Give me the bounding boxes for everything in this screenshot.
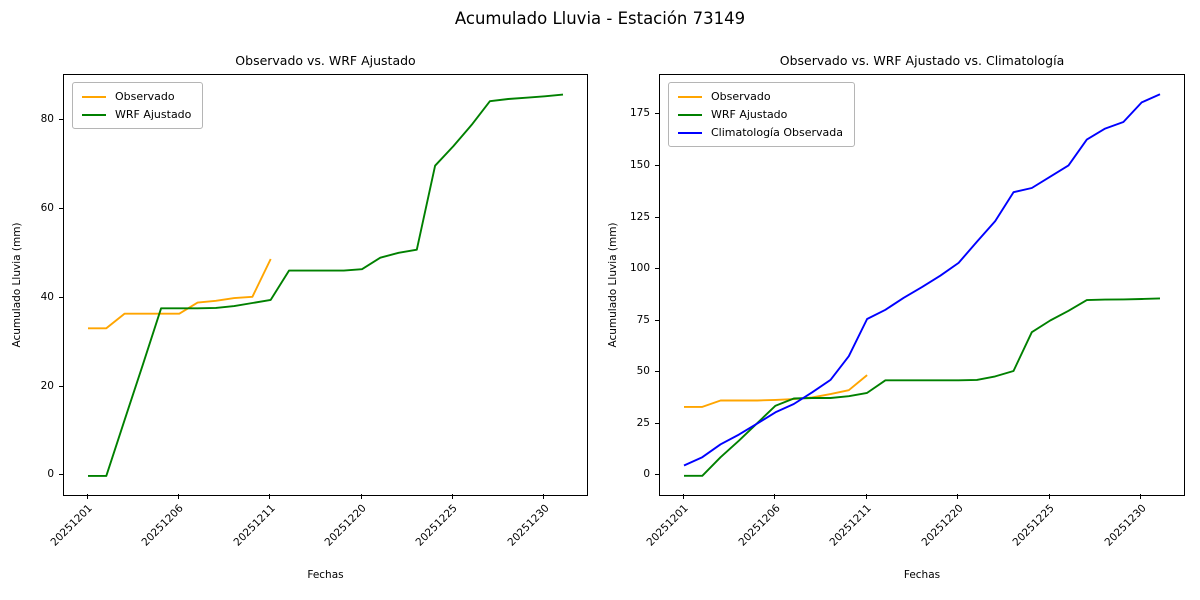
right-y-axis-label: Acumulado Lluvia (mm) [607,222,619,348]
left-chart-title: Observado vs. WRF Ajustado [235,53,416,68]
y-tick-mark [655,113,659,115]
y-tick-label: 75 [636,313,650,326]
legend-label: Climatología Observada [711,126,843,139]
y-tick-label: 20 [40,379,54,392]
x-tick-mark [360,494,362,499]
y-tick-mark [59,385,63,387]
wrf-ajustado-line [88,93,564,477]
y-tick-label: 60 [40,201,54,214]
y-tick-mark [59,474,63,476]
x-tick-mark [682,494,684,499]
y-tick-label: 25 [636,416,650,429]
x-tick-mark [451,494,453,499]
legend-line-swatch [678,95,702,98]
left-x-axis-label: Fechas [307,569,344,581]
x-tick-mark [177,494,179,499]
right-chart-title: Observado vs. WRF Ajustado vs. Climatolo… [779,53,1065,68]
legend-line-swatch [82,95,106,98]
x-tick-mark [957,494,959,499]
legend-line-swatch [678,131,702,134]
wrf-ajustado-line [684,297,1161,477]
x-tick-mark [1048,494,1050,499]
y-tick-label: 40 [40,290,54,303]
legend-label: WRF Ajustado [115,108,192,121]
x-tick-mark [774,494,775,499]
y-tick-label: 80 [40,112,54,125]
y-tick-mark [59,207,63,209]
y-tick-mark [655,371,659,373]
y-tick-label: 50 [636,365,650,378]
y-tick-label: 150 [629,158,650,171]
plot-area [88,93,564,477]
x-tick-mark [865,494,867,499]
y-tick-mark [655,216,659,218]
x-tick-mark [1140,494,1142,499]
x-tick-mark [86,494,88,499]
legend: Observado WRF Ajustado [72,82,204,129]
y-tick-mark [59,296,63,298]
legend-entry-observado: Observado [678,90,843,103]
y-tick-label: 0 [643,468,650,481]
legend: Observado WRF Ajustado Climatología Observ… [668,82,855,147]
y-tick-mark [655,164,659,166]
x-tick-mark [269,494,271,499]
right-chart-axes: 0 25 50 75 100 125 150 175 20251201 20251206 20251… [630,74,1185,549]
legend-label: WRF Ajustado [711,108,788,121]
plot-area [683,93,1161,477]
legend-label: Observado [711,90,771,103]
y-tick-mark [655,319,659,321]
legend-entry-climatologia-observada: Climatología Observada [678,126,843,139]
legend-entry-wrf-ajustado: WRF Ajustado [82,108,191,121]
y-tick-mark [655,268,659,269]
y-tick-mark [59,118,63,120]
y-tick-mark [655,422,659,424]
y-tick-label: 100 [629,262,650,274]
y-tick-label: 175 [629,107,650,120]
y-tick-label: 125 [629,210,650,223]
y-tick-mark [655,474,659,476]
observado-line [684,374,868,408]
legend-line-swatch [82,113,106,116]
figure-title: Acumulado Lluvia - Estación 73149 [454,9,746,28]
legend-line-swatch [678,113,702,116]
legend-entry-observado: Observado [82,90,191,103]
right-x-axis-label: Fechas [903,569,941,581]
x-tick-mark [543,494,545,499]
left-chart-axes: 0 20 40 60 80 20251201 20251206 20251211 2025122… [41,74,588,549]
legend-entry-wrf-ajustado: WRF Ajustado [678,108,843,121]
climatologia-observada-line [683,93,1161,467]
y-tick-label: 0 [47,468,54,481]
legend-label: Observado [115,90,175,103]
left-y-axis-label: Acumulado Lluvia (mm) [11,222,23,348]
observado-line [88,258,272,330]
